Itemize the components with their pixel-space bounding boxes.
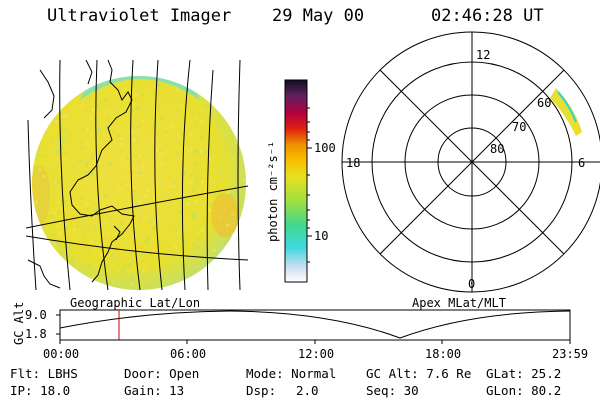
instrument-title: Ultraviolet Imager <box>47 6 232 26</box>
colorbar-tick-100: 100 <box>314 141 336 155</box>
mlat-label-60: 60 <box>537 96 552 110</box>
door-info: Door: Open <box>124 366 200 381</box>
glon-info: GLon: 80.2 <box>486 383 562 398</box>
altitude-ylabel: GC Alt <box>12 301 26 345</box>
altitude-curve <box>59 310 571 339</box>
altitude-xtick-0600: 06:00 <box>170 347 207 361</box>
altitude-xtick-1200: 12:00 <box>298 347 335 361</box>
altitude-xtick-1800: 18:00 <box>425 347 462 361</box>
mlat-label-70: 70 <box>512 120 527 134</box>
altitude-xtick-0000: 00:00 <box>43 347 80 361</box>
colorbar-ticks <box>307 107 312 263</box>
mlt-label-12: 12 <box>476 48 491 62</box>
date-label: 29 May 00 <box>272 6 365 26</box>
altitude-plot <box>56 309 571 344</box>
altitude-xtick-2359: 23:59 <box>552 347 589 361</box>
filter-info: Flt: LBHS <box>10 366 78 381</box>
altitude-ytick-9: 9.0 <box>25 308 47 322</box>
mlt-label-18: 18 <box>346 156 361 170</box>
apex-panel-title: Apex MLat/MLT <box>412 296 506 310</box>
earth-disk <box>26 60 248 290</box>
dsp-label: Dsp: <box>246 383 277 398</box>
gc-alt-info: GC Alt: 7.6 Re <box>366 366 472 381</box>
mlt-label-0: 0 <box>468 277 476 291</box>
colorbar <box>285 80 307 282</box>
dsp-value: 2.0 <box>296 383 319 398</box>
seq-info: Seq: 30 <box>366 383 419 398</box>
gain-info: Gain: 13 <box>124 383 185 398</box>
mlat-label-80: 80 <box>490 142 505 156</box>
colorbar-tick-10: 10 <box>314 229 329 243</box>
mlt-label-6: 6 <box>578 156 586 170</box>
colorbar-unit-label: photon cm⁻²s⁻¹ <box>266 140 280 242</box>
time-label: 02:46:28 UT <box>431 6 544 26</box>
mode-info: Mode: Normal <box>246 366 337 381</box>
geographic-panel-title: Geographic Lat/Lon <box>70 296 201 310</box>
glat-info: GLat: 25.2 <box>486 366 562 381</box>
polar-plot <box>341 31 600 293</box>
altitude-ytick-1.8: 1.8 <box>25 327 47 341</box>
ip-info: IP: 18.0 <box>10 383 71 398</box>
aurora-patch <box>550 88 582 136</box>
